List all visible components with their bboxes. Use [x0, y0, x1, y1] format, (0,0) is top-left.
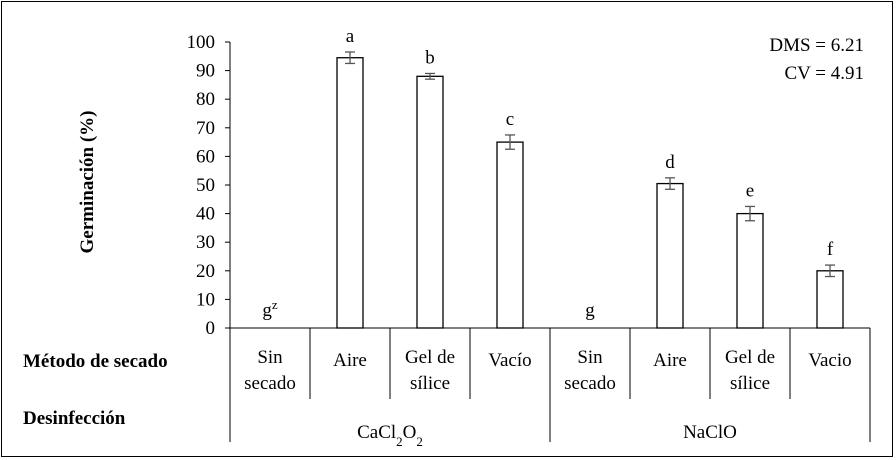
y-tick-label: 0 [206, 318, 216, 339]
cv-annotation: CV = 4.91 [784, 63, 864, 84]
y-tick-label: 40 [196, 204, 215, 225]
bar [496, 141, 524, 329]
y-tick-label: 60 [196, 146, 215, 167]
group-label: NaClO [683, 422, 737, 443]
category-label: sílice [730, 373, 770, 394]
y-tick-label: 70 [196, 118, 215, 139]
category-label: secado [564, 373, 616, 394]
significance-letter: gz [262, 297, 278, 322]
category-label: sílice [410, 373, 450, 394]
bar [656, 182, 684, 329]
y-tick-label: 10 [196, 289, 215, 310]
y-axis-label: Germinación (%) [77, 110, 98, 253]
category-label: Sin [577, 347, 603, 368]
significance-letter: b [425, 47, 435, 68]
bar [336, 57, 364, 329]
significance-letter: d [665, 152, 675, 173]
bars: gz a b c g d e f [262, 26, 844, 329]
category-label: Aire [653, 350, 687, 371]
y-axis: 0 10 20 30 40 50 60 70 80 90 100 [187, 32, 231, 339]
y-tick-label: 50 [196, 175, 215, 196]
category-label: Gel de [405, 347, 455, 368]
category-table: Sin secado Aire Gel de sílice Vacío Sin secado A… [229, 327, 871, 449]
significance-letter: e [746, 180, 754, 201]
y-tick-label: 90 [196, 61, 215, 82]
significance-letter: c [506, 109, 514, 130]
significance-letter: a [346, 26, 355, 47]
y-tick-label: 80 [196, 89, 215, 110]
row-header-disinfection: Desinfección [23, 408, 126, 429]
bar [736, 212, 764, 329]
y-tick-label: 100 [187, 32, 216, 53]
y-tick-label: 30 [196, 232, 215, 253]
dms-annotation: DMS = 6.21 [769, 35, 864, 56]
row-header-method: Método de secado [23, 351, 168, 372]
category-label: Aire [333, 350, 367, 371]
group-label: CaCl2O2 [357, 422, 423, 449]
category-label: Sin [257, 347, 283, 368]
significance-letter: g [585, 300, 595, 321]
significance-letter: f [827, 239, 834, 260]
category-label: Gel de [725, 347, 775, 368]
category-label: Vacío [488, 350, 531, 371]
bar [816, 270, 844, 329]
bar [416, 75, 444, 329]
category-label: secado [244, 373, 296, 394]
y-tick-label: 20 [196, 261, 215, 282]
category-label: Vacio [808, 350, 851, 371]
